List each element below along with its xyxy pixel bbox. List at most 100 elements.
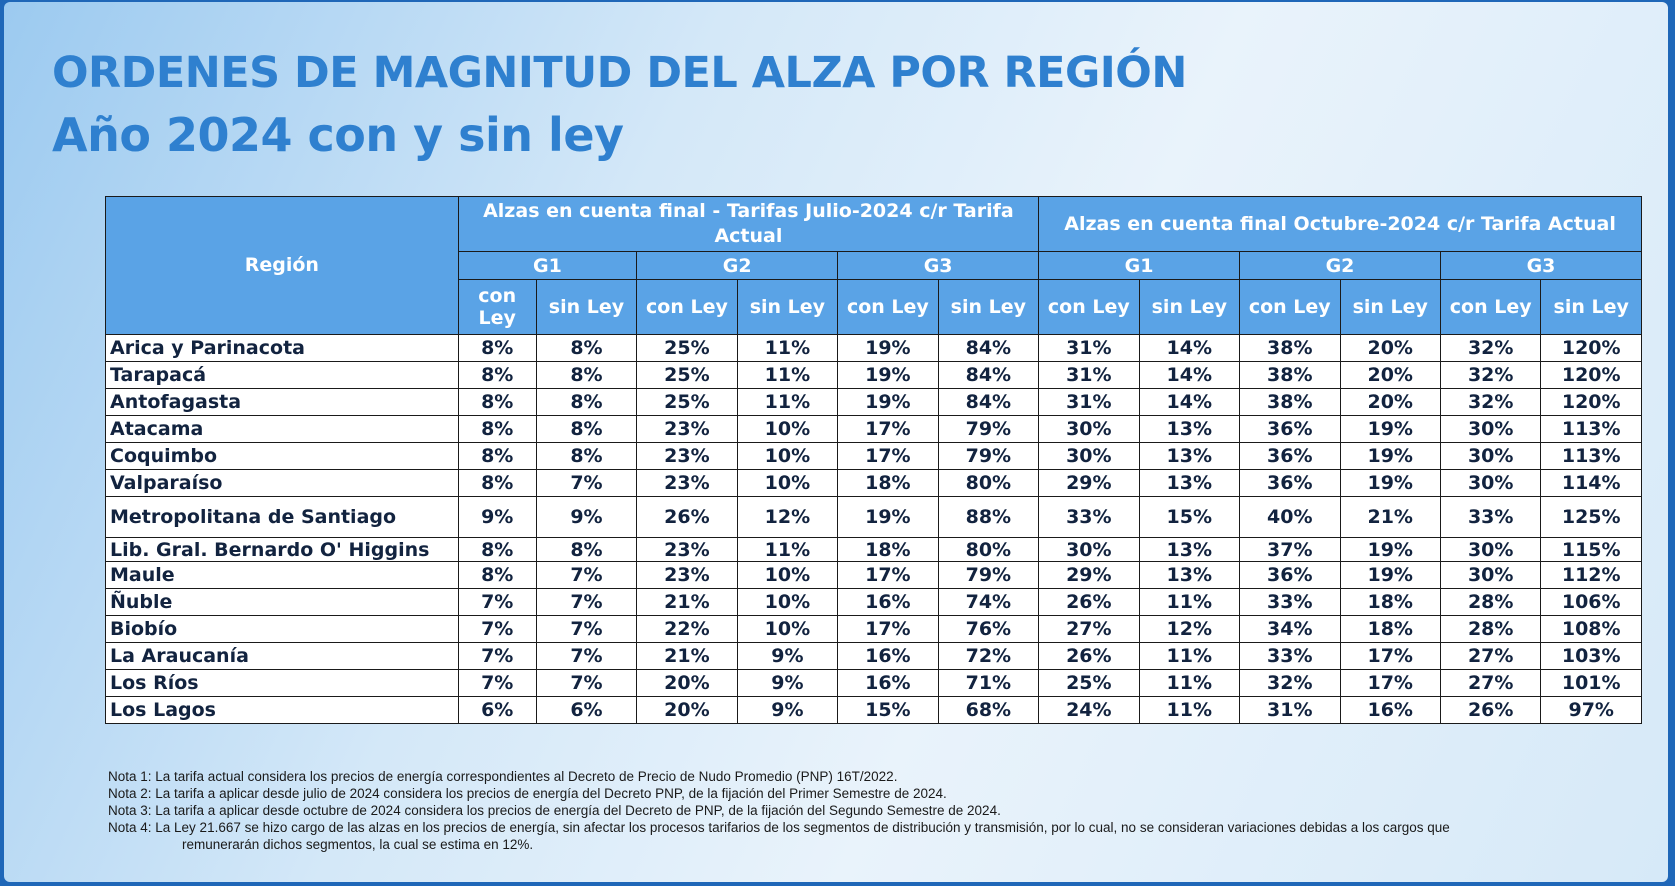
value-cell: 11%	[736, 388, 839, 416]
value-cell: 8%	[535, 334, 638, 362]
value-cell: 10%	[736, 588, 839, 616]
value-cell: 31%	[1038, 361, 1140, 389]
table-row: Los Ríos 7% 7% 20% 9% 16% 71% 25% 11% 32% 17% 27% 10…	[105, 669, 1642, 697]
con-ley-header: con Ley	[1038, 279, 1140, 335]
value-cell: 7%	[535, 669, 638, 697]
value-cell: 14%	[1138, 361, 1241, 389]
value-cell: 16%	[837, 669, 939, 697]
value-cell: 13%	[1138, 469, 1241, 497]
value-cell: 114%	[1540, 469, 1642, 497]
value-cell: 106%	[1540, 588, 1642, 616]
value-cell: 38%	[1239, 361, 1341, 389]
value-cell: 7%	[457, 615, 537, 643]
value-cell: 30%	[1038, 537, 1140, 562]
sin-ley-header: sin Ley	[736, 279, 839, 335]
table-row: Valparaíso 8% 7% 23% 10% 18% 80% 29% 13% 36% 19% 30…	[105, 469, 1642, 497]
con-ley-header: con Ley	[457, 279, 537, 335]
slide-title: ORDENES DE MAGNITUD DEL ALZA POR REGIÓN …	[52, 42, 1187, 166]
footnote-continuation: remunerarán dichos segmentos, la cual se…	[182, 837, 534, 852]
value-cell: 26%	[1038, 588, 1140, 616]
value-cell: 21%	[1339, 496, 1441, 538]
value-cell: 21%	[636, 588, 738, 616]
region-cell: Antofagasta	[105, 388, 459, 416]
value-cell: 18%	[1339, 615, 1441, 643]
value-cell: 17%	[837, 442, 939, 470]
value-cell: 33%	[1239, 642, 1341, 670]
subgroup-header: G1	[457, 251, 638, 280]
value-cell: 27%	[1038, 615, 1140, 643]
value-cell: 84%	[937, 334, 1040, 362]
region-cell: Arica y Parinacota	[105, 334, 459, 362]
value-cell: 16%	[837, 588, 939, 616]
value-cell: 19%	[837, 496, 939, 538]
group-header-october: Alzas en cuenta final Octubre-2024 c/r T…	[1038, 196, 1642, 252]
value-cell: 30%	[1439, 537, 1542, 562]
value-cell: 32%	[1439, 334, 1542, 362]
value-cell: 8%	[457, 442, 537, 470]
value-cell: 19%	[837, 361, 939, 389]
value-cell: 27%	[1439, 642, 1542, 670]
sin-ley-header: sin Ley	[937, 279, 1040, 335]
value-cell: 19%	[1339, 442, 1441, 470]
value-cell: 17%	[837, 615, 939, 643]
value-cell: 80%	[937, 469, 1040, 497]
slide: ORDENES DE MAGNITUD DEL ALZA POR REGIÓN …	[4, 2, 1668, 882]
value-cell: 23%	[636, 537, 738, 562]
value-cell: 20%	[1339, 361, 1441, 389]
value-cell: 115%	[1540, 537, 1642, 562]
tariff-increase-table: Región Alzas en cuenta final - Tarifas J…	[105, 196, 1643, 724]
value-cell: 28%	[1439, 588, 1542, 616]
value-cell: 12%	[736, 496, 839, 538]
value-cell: 36%	[1239, 469, 1341, 497]
value-cell: 8%	[457, 469, 537, 497]
value-cell: 19%	[1339, 469, 1441, 497]
con-ley-header: con Ley	[636, 279, 738, 335]
table-row: Ñuble 7% 7% 21% 10% 16% 74% 26% 11% 33% 18% 28% 106%	[105, 588, 1642, 616]
value-cell: 20%	[636, 696, 738, 724]
value-cell: 36%	[1239, 415, 1341, 443]
table-row: Atacama 8% 8% 23% 10% 17% 79% 30% 13% 36% 19% 30% 11…	[105, 415, 1642, 443]
value-cell: 17%	[837, 415, 939, 443]
value-cell: 8%	[535, 415, 638, 443]
value-cell: 11%	[1138, 696, 1241, 724]
value-cell: 30%	[1439, 469, 1542, 497]
value-cell: 79%	[937, 561, 1040, 589]
value-cell: 32%	[1239, 669, 1341, 697]
value-cell: 9%	[457, 496, 537, 538]
subgroup-header: G2	[636, 251, 839, 280]
value-cell: 7%	[457, 588, 537, 616]
region-cell: Coquimbo	[105, 442, 459, 470]
value-cell: 7%	[535, 561, 638, 589]
value-cell: 27%	[1439, 669, 1542, 697]
value-cell: 19%	[837, 334, 939, 362]
value-cell: 14%	[1138, 388, 1241, 416]
value-cell: 31%	[1239, 696, 1341, 724]
value-cell: 11%	[736, 361, 839, 389]
title-line-1: ORDENES DE MAGNITUD DEL ALZA POR REGIÓN	[52, 48, 1187, 98]
value-cell: 20%	[636, 669, 738, 697]
value-cell: 7%	[535, 615, 638, 643]
value-cell: 34%	[1239, 615, 1341, 643]
table-row: Lib. Gral. Bernardo O' Higgins 8% 8% 23% 11%…	[105, 537, 1642, 562]
value-cell: 19%	[1339, 415, 1441, 443]
value-cell: 10%	[736, 442, 839, 470]
value-cell: 8%	[535, 388, 638, 416]
title-line-2: Año 2024 con y sin ley	[52, 108, 624, 162]
sin-ley-header: sin Ley	[1540, 279, 1642, 335]
value-cell: 23%	[636, 469, 738, 497]
con-ley-header: con Ley	[1239, 279, 1341, 335]
value-cell: 8%	[457, 561, 537, 589]
value-cell: 103%	[1540, 642, 1642, 670]
value-cell: 26%	[636, 496, 738, 538]
subgroup-header: G1	[1038, 251, 1241, 280]
value-cell: 7%	[535, 588, 638, 616]
value-cell: 11%	[1138, 588, 1241, 616]
value-cell: 15%	[1138, 496, 1241, 538]
footnote: Nota 1: La tarifa actual considera los p…	[108, 769, 898, 784]
value-cell: 25%	[636, 388, 738, 416]
value-cell: 8%	[457, 415, 537, 443]
value-cell: 20%	[1339, 388, 1441, 416]
value-cell: 120%	[1540, 388, 1642, 416]
region-cell: Biobío	[105, 615, 459, 643]
value-cell: 33%	[1439, 496, 1542, 538]
